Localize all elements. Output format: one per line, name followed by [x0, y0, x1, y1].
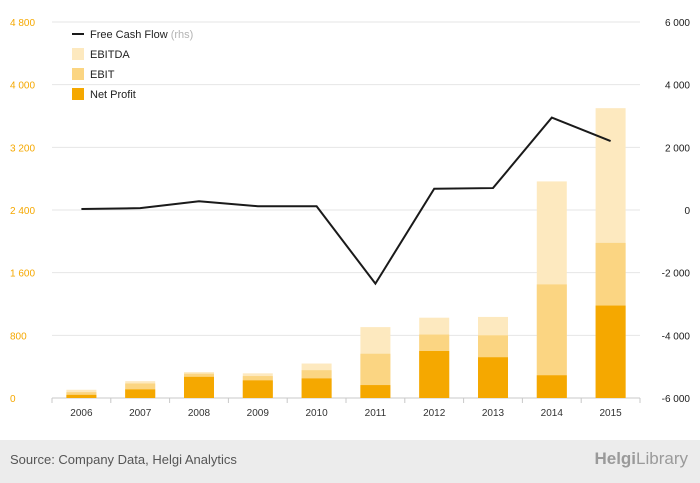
x-tick-label: 2015 [599, 408, 622, 419]
y-right-tick-label: 6 000 [665, 18, 690, 29]
x-tick-label: 2006 [70, 408, 93, 419]
x-tick-label: 2013 [482, 408, 505, 419]
footer: Source: Company Data, Helgi Analytics He… [0, 440, 700, 483]
legend-label: EBIT [90, 69, 115, 81]
bar-net-profit [301, 378, 332, 398]
y-left-tick-label: 4 000 [10, 81, 35, 92]
bar-net-profit [184, 376, 214, 398]
chart: 0 800 1 600 2 400 3 200 4 000 4 800 -6 000 -4 00… [10, 18, 691, 419]
source-note: Source: Company Data, Helgi Analytics [10, 452, 237, 467]
legend-label: Free Cash Flow (rhs) [90, 29, 193, 41]
x-tick-label: 2009 [247, 408, 270, 419]
bar-net-profit [419, 351, 450, 398]
legend-swatch [72, 68, 84, 80]
bar-net-profit [66, 394, 97, 398]
y-left-tick-label: 1 600 [10, 269, 35, 280]
bar-net-profit [125, 389, 156, 398]
legend-label: EBITDA [90, 49, 130, 61]
bar-net-profit [595, 305, 626, 398]
line-free-cash-flow [81, 116, 611, 286]
y-right-tick-label: 4 000 [665, 81, 690, 92]
y-right-tick-label: 2 000 [665, 143, 690, 154]
bar-net-profit [360, 385, 391, 398]
y-left-tick-label: 800 [10, 331, 27, 342]
bar-net-profit [536, 375, 567, 398]
legend-suffix: (rhs) [168, 29, 194, 41]
y-left-tick-label: 2 400 [10, 206, 35, 217]
legend-label: Net Profit [90, 89, 136, 101]
x-tick-label: 2011 [365, 408, 387, 419]
y-left-tick-label: 3 200 [10, 143, 35, 154]
x-tick-label: 2014 [541, 408, 564, 419]
y-right-tick-label: -4 000 [662, 331, 691, 342]
y-left-tick-label: 4 800 [10, 18, 35, 29]
bar-net-profit [478, 357, 508, 398]
bar-net-profit [242, 380, 273, 398]
legend-swatch [72, 88, 84, 100]
y-right-tick-label: -6 000 [662, 394, 691, 405]
helgi-library-logo: HelgiLibrary [594, 449, 688, 468]
y-right-tick-label: 0 [684, 206, 690, 217]
x-tick-label: 2012 [423, 408, 446, 419]
y-left-tick-label: 0 [10, 394, 16, 405]
y-right-tick-label: -2 000 [662, 269, 691, 280]
x-tick-label: 2007 [129, 408, 152, 419]
x-tick-label: 2010 [305, 408, 328, 419]
legend-swatch [72, 48, 84, 60]
x-tick-label: 2008 [188, 408, 211, 419]
